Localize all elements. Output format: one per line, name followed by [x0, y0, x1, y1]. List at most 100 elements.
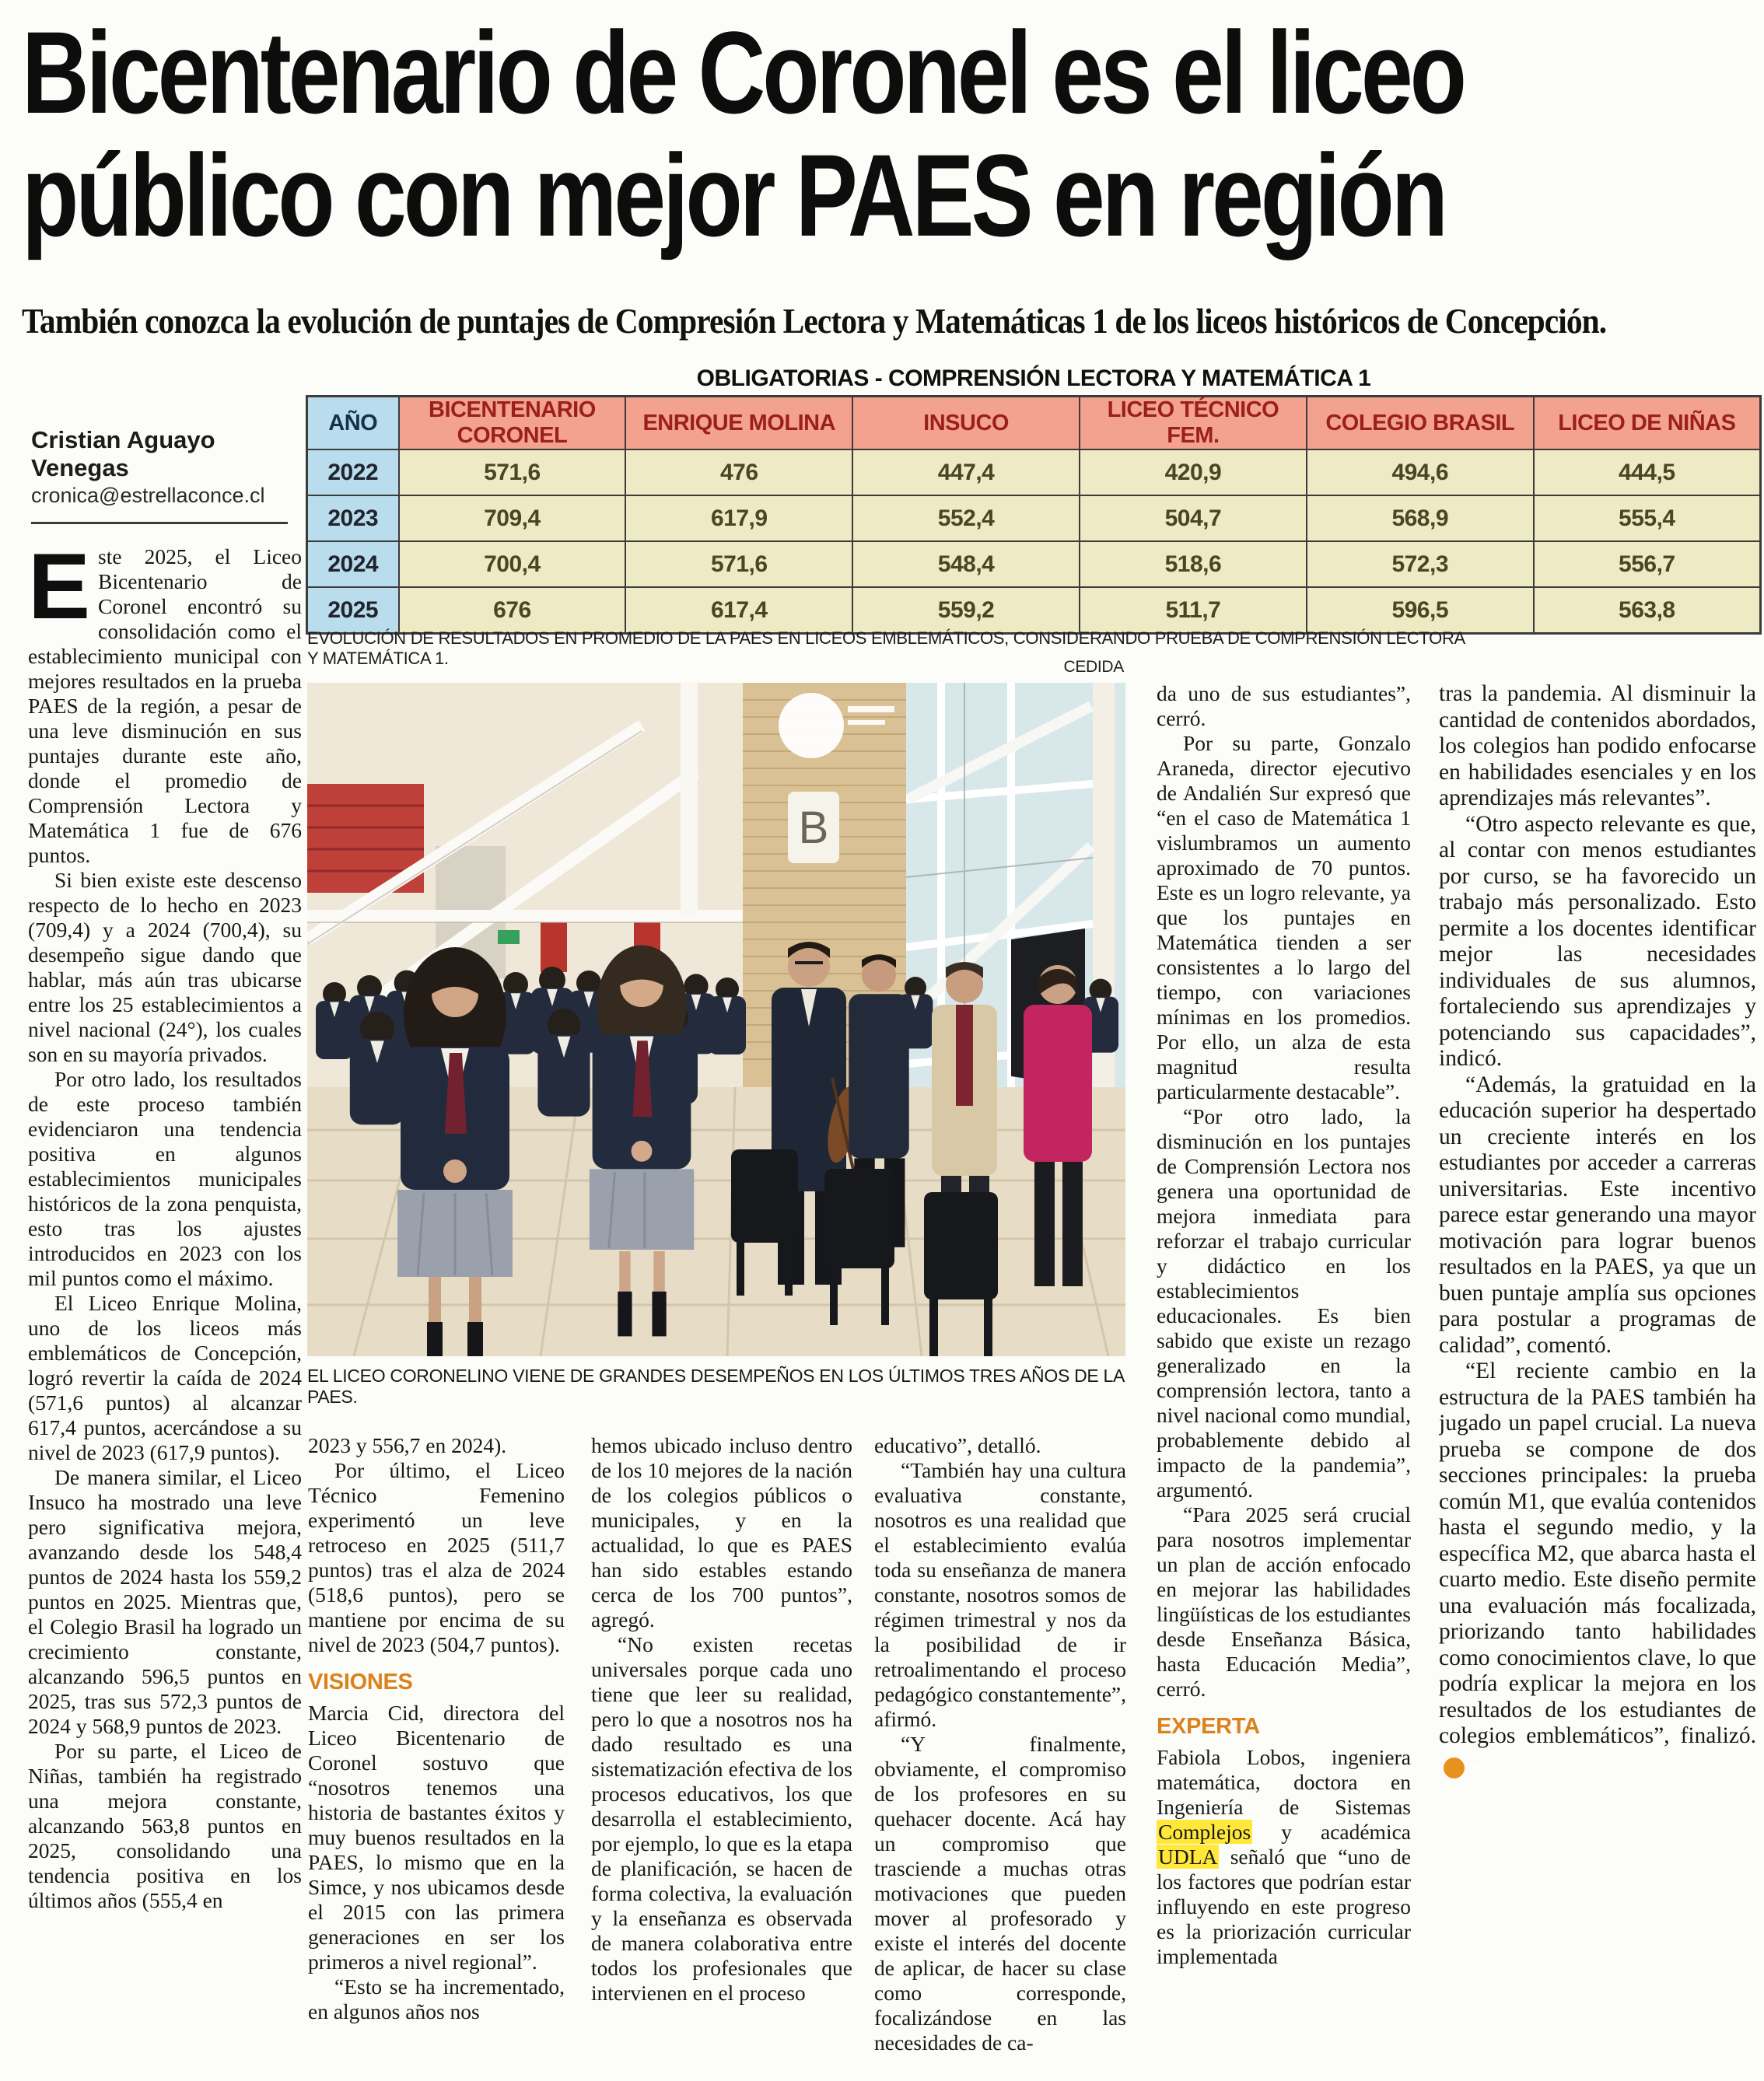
paragraph: “No existen recetas universales porque c… [591, 1632, 852, 2005]
end-mark-icon: ✦ [1444, 1757, 1481, 1778]
student-girl-front [397, 947, 513, 1356]
headline-line-1: Bicentenario de Coronel es el liceo [22, 7, 1467, 138]
school-logo [779, 693, 844, 758]
article-column-5: da uno de sus estudiantes”, cerró. Por s… [1157, 681, 1411, 2064]
article-column-2: 2023 y 556,7 en 2024). Por último, el Li… [308, 1433, 565, 2063]
score-cell: 617,4 [625, 586, 854, 635]
paragraph: “Y finalmente, obviamente, el compromiso… [874, 1732, 1126, 2055]
chairs [731, 1149, 998, 1356]
paragraph: da uno de sus estudiantes”, cerró. [1157, 681, 1411, 730]
score-cell: 568,9 [1305, 495, 1535, 542]
score-cell: 572,3 [1305, 540, 1535, 588]
paragraph: tras la pandemia. Al disminuir la cantid… [1439, 681, 1756, 810]
column-header: BICENTENARIO CORONEL [397, 395, 627, 450]
page-title: Bicentenario de Coronel es el liceo públ… [22, 11, 1756, 257]
score-cell: 555,4 [1532, 495, 1762, 542]
headline-line-2: público con mejor PAES en región [22, 130, 1448, 261]
score-cell: 504,7 [1078, 495, 1307, 542]
paragraph: hemos ubicado incluso dentro de los 10 m… [591, 1433, 852, 1632]
paragraph: educativo”, detalló. [874, 1433, 1041, 1457]
byline-divider [31, 522, 288, 524]
score-cell: 518,6 [1078, 540, 1307, 588]
score-cell: 552,4 [852, 495, 1080, 542]
article-column-6: tras la pandemia. Al disminuir la cantid… [1439, 681, 1756, 2064]
paragraph: “El reciente cambio en la estructura de … [1439, 1359, 1756, 1778]
score-cell: 709,4 [397, 495, 627, 542]
paragraph: Por su parte, el Liceo de Niñas, también… [28, 1739, 302, 1912]
column-header: COLEGIO BRASIL [1305, 395, 1535, 450]
wall-plaque [788, 792, 839, 863]
table-caption: EVOLUCIÓN DE RESULTADOS EN PROMEDIO DE L… [307, 628, 1465, 668]
score-cell: 420,9 [1078, 449, 1307, 496]
score-cell: 447,4 [852, 449, 1080, 496]
table-row: 2023 709,4 617,9 552,4 504,7 568,9 555,4 [306, 495, 1762, 542]
paragraph: 2023 y 556,7 en 2024). [308, 1433, 507, 1457]
wall-letter: B [799, 803, 829, 853]
score-cell: 476 [625, 449, 854, 496]
score-cell: 548,4 [852, 540, 1080, 588]
year-cell: 2023 [306, 495, 400, 542]
paragraph: Si bien existe este descenso respecto de… [28, 868, 302, 1066]
score-cell: 571,6 [397, 449, 627, 496]
paragraph: “Además, la gratuidad en la educación su… [1439, 1072, 1756, 1358]
drop-cap: E [28, 544, 91, 638]
score-cell: 571,6 [625, 540, 854, 588]
score-cell: 556,7 [1532, 540, 1762, 588]
paragraph: Por otro lado, los resultados de este pr… [28, 1067, 302, 1290]
byline: Cristian Aguayo Venegas cronica@estrella… [31, 426, 296, 524]
section-heading-visiones: VISIONES [308, 1670, 413, 1695]
paragraph: “También hay una cultura evaluativa cons… [874, 1458, 1126, 1731]
year-cell: 2022 [306, 449, 400, 496]
paes-score-table: AÑO BICENTENARIO CORONEL ENRIQUE MOLINA … [306, 395, 1762, 635]
year-cell: 2024 [306, 540, 400, 588]
paragraph: Marcia Cid, directora del Liceo Bicenten… [308, 1701, 565, 1974]
score-cell: 596,5 [1305, 586, 1535, 635]
score-cell: 444,5 [1532, 449, 1762, 496]
paragraph: “Para 2025 será crucial para nosotros im… [1157, 1502, 1411, 1701]
ceremony-photo-illustration: B [307, 683, 1125, 1356]
column-header: INSUCO [852, 395, 1080, 450]
paragraph: “Por otro lado, la disminución en los pu… [1157, 1104, 1411, 1502]
subtitle: También conozca la evolución de puntajes… [22, 301, 1607, 341]
exit-sign [498, 930, 520, 944]
highlighted-text: UDLA [1157, 1845, 1220, 1869]
paragraph: Por último, el Liceo Técnico Femenino ex… [308, 1458, 565, 1656]
score-cell: 563,8 [1532, 586, 1762, 635]
score-cell: 617,9 [625, 495, 854, 542]
score-cell: 700,4 [397, 540, 627, 588]
highlighted-text: Complejos [1157, 1820, 1253, 1844]
score-cell: 559,2 [852, 586, 1080, 635]
score-cell: 676 [397, 586, 627, 635]
article-column-3: hemos ubicado incluso dentro de los 10 m… [591, 1433, 852, 2063]
woman-magenta [1024, 965, 1092, 1286]
year-cell: 2025 [306, 586, 400, 635]
student-girl-second [589, 945, 695, 1337]
score-cell: 494,6 [1305, 449, 1535, 496]
paragraph: Por su parte, Gonzalo Araneda, director … [1157, 731, 1411, 1103]
photo-credit: CEDIDA [1063, 658, 1124, 676]
author-email: cronica@estrellaconce.cl [31, 484, 265, 507]
table-row: 2024 700,4 571,6 548,4 518,6 572,3 556,7 [306, 540, 1762, 588]
table-title: OBLIGATORIAS - COMPRENSIÓN LECTORA Y MAT… [696, 365, 1371, 391]
column-header: ENRIQUE MOLINA [625, 395, 854, 450]
paragraph-expert: Fabiola Lobos, ingeniera matemática, doc… [1157, 1745, 1411, 1968]
author-name: Cristian Aguayo Venegas [31, 426, 215, 481]
photo-caption: EL LICEO CORONELINO VIENE DE GRANDES DES… [307, 1366, 1124, 1407]
section-heading-experta: EXPERTA [1157, 1714, 1260, 1739]
paragraph: El Liceo Enrique Molina, uno de los lice… [28, 1291, 302, 1464]
table-row: 2022 571,6 476 447,4 420,9 494,6 444,5 [306, 449, 1762, 496]
table-row: 2025 676 617,4 559,2 511,7 596,5 563,8 [306, 586, 1762, 635]
column-header: LICEO DE NIÑAS [1532, 395, 1762, 450]
ceremony-photo: B [307, 683, 1125, 1356]
paragraph: “Esto se ha incrementado, en algunos año… [308, 1974, 565, 2023]
article-column-4: educativo”, detalló. “También hay una cu… [874, 1433, 1126, 2063]
paragraph: “Otro aspecto relevante es que, al conta… [1439, 811, 1756, 1072]
column-header: LICEO TÉCNICO FEM. [1078, 395, 1307, 450]
score-cell: 511,7 [1078, 586, 1307, 635]
table-header-row: AÑO BICENTENARIO CORONEL ENRIQUE MOLINA … [306, 395, 1762, 450]
column-header-year: AÑO [306, 395, 400, 450]
paragraph: De manera similar, el Liceo Insuco ha mo… [28, 1465, 302, 1738]
